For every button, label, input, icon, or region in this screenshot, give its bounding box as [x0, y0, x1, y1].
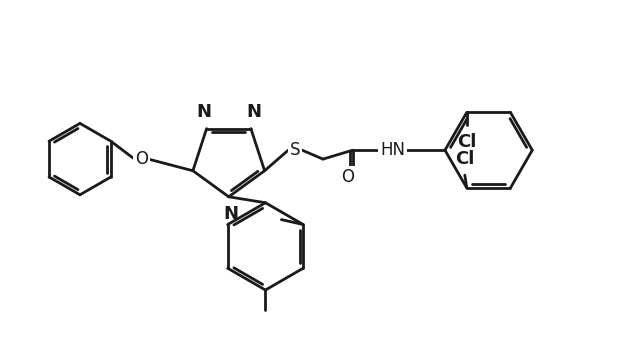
Text: O: O — [135, 150, 148, 168]
Text: N: N — [223, 205, 238, 223]
Text: N: N — [246, 103, 261, 121]
Text: Cl: Cl — [455, 150, 474, 168]
Text: S: S — [290, 141, 300, 159]
Text: N: N — [196, 103, 211, 121]
Text: O: O — [341, 168, 355, 186]
Text: HN: HN — [380, 141, 405, 159]
Text: Cl: Cl — [457, 133, 477, 151]
